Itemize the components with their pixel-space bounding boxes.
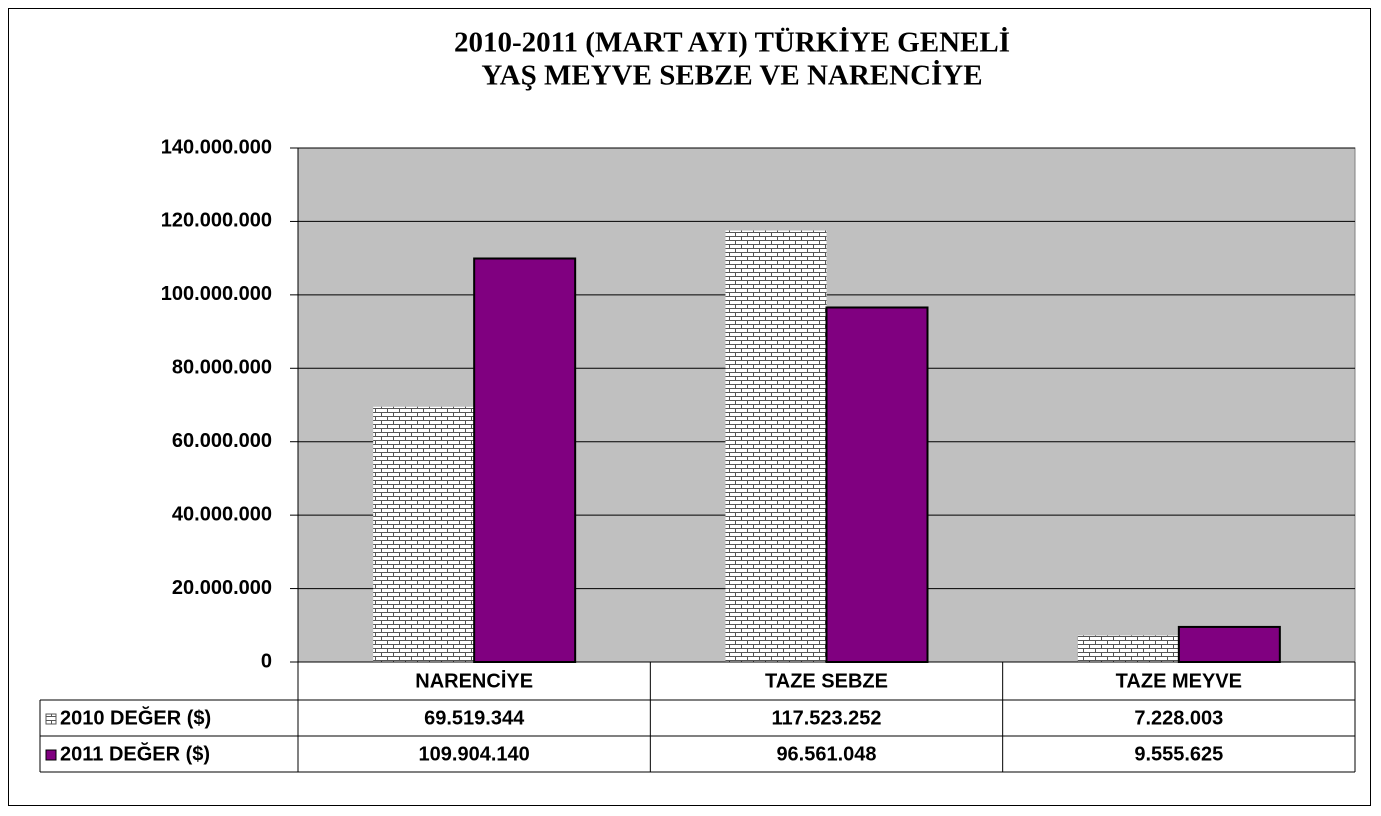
y-tick-label: 120.000.000 <box>161 210 272 232</box>
legend-key <box>45 713 57 725</box>
table-value: 69.519.344 <box>424 707 525 729</box>
legend-label: 2010 DEĞER ($) <box>60 705 211 729</box>
y-tick-label: 80.000.000 <box>172 357 272 379</box>
chart-title: 2010-2011 (MART AYI) TÜRKİYE GENELİ <box>454 26 1010 59</box>
table-value: 7.228.003 <box>1134 707 1223 729</box>
x-tick-label: TAZE SEBZE <box>765 670 888 692</box>
bar <box>825 306 929 663</box>
y-tick-label: 20.000.000 <box>172 577 272 599</box>
x-tick-label: NARENCİYE <box>415 669 533 692</box>
chart-title: YAŞ MEYVE SEBZE VE NARENCİYE <box>481 59 982 92</box>
legend-label: 2011 DEĞER ($) <box>60 741 210 765</box>
bar <box>1177 625 1281 663</box>
y-tick-label: 0 <box>261 650 272 672</box>
bar <box>1077 635 1179 662</box>
bar <box>725 230 827 662</box>
y-tick-label: 100.000.000 <box>161 283 272 305</box>
bar <box>373 406 475 662</box>
table-value: 117.523.252 <box>771 707 881 729</box>
table-value: 96.561.048 <box>776 743 876 765</box>
bar <box>473 257 577 663</box>
x-tick-label: TAZE MEYVE <box>1116 670 1242 692</box>
table-value: 9.555.625 <box>1134 743 1223 765</box>
table-value: 109.904.140 <box>419 743 530 765</box>
y-tick-label: 40.000.000 <box>172 503 272 525</box>
legend-key <box>45 749 57 761</box>
y-tick-label: 140.000.000 <box>161 136 272 158</box>
y-tick-label: 60.000.000 <box>172 430 272 452</box>
